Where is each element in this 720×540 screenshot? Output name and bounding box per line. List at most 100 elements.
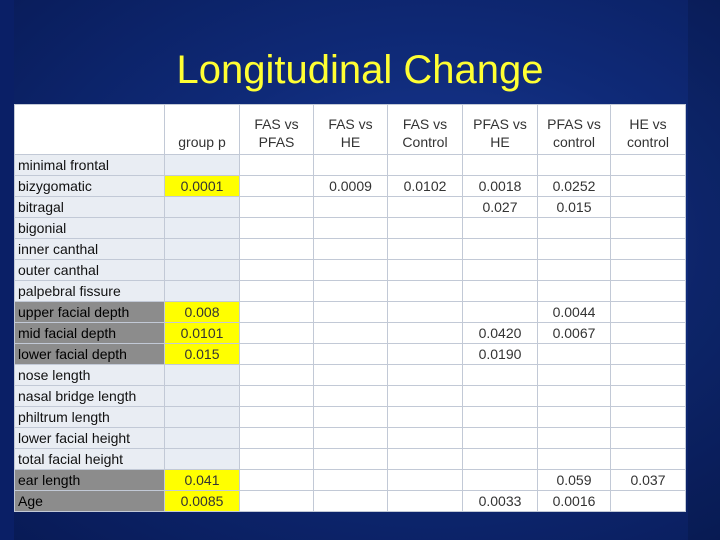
column-header-line1: HE vs (629, 116, 667, 132)
comparison-cell (462, 238, 538, 260)
group-p-cell (164, 364, 240, 386)
comparison-cell: 0.0102 (387, 175, 463, 197)
comparison-cell (462, 364, 538, 386)
column-header-line1: FAS vs (402, 116, 448, 132)
group-p-cell: 0.008 (164, 301, 240, 323)
comparison-cell (313, 217, 388, 239)
comparison-cell (313, 427, 388, 449)
comparison-cell (537, 406, 611, 428)
comparison-cell (462, 385, 538, 407)
comparison-cell: 0.027 (462, 196, 538, 218)
comparison-cell: 0.0067 (537, 322, 611, 344)
row-label: total facial height (14, 448, 165, 470)
comparison-cell (387, 469, 463, 491)
table-row: lower facial height (14, 427, 686, 449)
comparison-cell (239, 301, 314, 323)
column-header: FAS vs Control (387, 104, 463, 155)
row-label: lower facial depth (14, 343, 165, 365)
comparison-cell (313, 301, 388, 323)
comparison-cell: 0.0420 (462, 322, 538, 344)
group-p-cell: 0.0101 (164, 322, 240, 344)
comparison-cell (239, 280, 314, 302)
comparison-cell (239, 427, 314, 449)
comparison-cell (239, 217, 314, 239)
comparison-cell (239, 238, 314, 260)
comparison-cell: 0.0033 (462, 490, 538, 512)
column-header-line1: FAS vs (254, 116, 299, 132)
comparison-cell (537, 385, 611, 407)
comparison-cell (462, 301, 538, 323)
comparison-cell (610, 238, 686, 260)
comparison-cell (313, 322, 388, 344)
group-p-cell: 0.0001 (164, 175, 240, 197)
comparison-cell: 0.037 (610, 469, 686, 491)
row-label: bizygomatic (14, 175, 165, 197)
table-row: mid facial depth 0.0101 0.0420 0.0067 (14, 322, 686, 344)
comparison-cell (610, 301, 686, 323)
row-label: ear length (14, 469, 165, 491)
column-header: PFAS vs HE (462, 104, 538, 155)
comparison-cell (610, 154, 686, 176)
comparison-cell (313, 385, 388, 407)
column-header-line2: HE (340, 134, 361, 150)
comparison-cell (239, 364, 314, 386)
comparison-cell (462, 448, 538, 470)
row-label: outer canthal (14, 259, 165, 281)
comparison-cell (239, 322, 314, 344)
comparison-cell (387, 406, 463, 428)
comparison-cell (387, 259, 463, 281)
comparison-cell (610, 343, 686, 365)
comparison-cell (387, 238, 463, 260)
group-p-cell (164, 196, 240, 218)
table-row: bizygomatic 0.0001 0.0009 0.0102 0.0018 0.025… (14, 175, 686, 197)
comparison-cell: 0.0009 (313, 175, 388, 197)
group-p-cell (164, 427, 240, 449)
table-row: palpebral fissure (14, 280, 686, 302)
slide-title: Longitudinal Change (176, 48, 544, 92)
group-p-cell (164, 280, 240, 302)
comparison-cell (610, 364, 686, 386)
comparison-cell (537, 343, 611, 365)
comparison-cell (387, 385, 463, 407)
column-header-line2: control (552, 134, 596, 150)
comparison-cell (387, 280, 463, 302)
comparison-cell (387, 301, 463, 323)
comparison-cell (239, 343, 314, 365)
group-p-cell (164, 154, 240, 176)
comparison-cell (537, 427, 611, 449)
comparison-cell (239, 448, 314, 470)
column-header: HE vs control (610, 104, 686, 155)
comparison-cell (313, 406, 388, 428)
comparison-cell: 0.0018 (462, 175, 538, 197)
row-label: Age (14, 490, 165, 512)
row-label: mid facial depth (14, 322, 165, 344)
comparison-cell (313, 448, 388, 470)
group-p-cell (164, 217, 240, 239)
comparison-cell (610, 427, 686, 449)
column-header: group p (164, 104, 240, 155)
right-edge-strip (688, 0, 720, 540)
column-header: FAS vs HE (313, 104, 388, 155)
row-label: inner canthal (14, 238, 165, 260)
group-p-cell (164, 238, 240, 260)
comparison-cell (239, 469, 314, 491)
comparison-cell (462, 154, 538, 176)
comparison-cell (610, 448, 686, 470)
comparison-cell: 0.015 (537, 196, 611, 218)
comparison-cell (610, 490, 686, 512)
comparison-cell (313, 364, 388, 386)
comparison-cell (462, 217, 538, 239)
comparison-cell (313, 259, 388, 281)
comparison-cell (610, 406, 686, 428)
comparison-cell (239, 259, 314, 281)
comparison-cell (462, 280, 538, 302)
comparison-cell (313, 154, 388, 176)
comparison-cell (537, 154, 611, 176)
comparison-cell (239, 406, 314, 428)
group-p-cell: 0.0085 (164, 490, 240, 512)
comparison-cell: 0.0016 (537, 490, 611, 512)
group-p-cell: 0.015 (164, 343, 240, 365)
table-row: nasal bridge length (14, 385, 686, 407)
row-label: nasal bridge length (14, 385, 165, 407)
group-p-cell (164, 385, 240, 407)
